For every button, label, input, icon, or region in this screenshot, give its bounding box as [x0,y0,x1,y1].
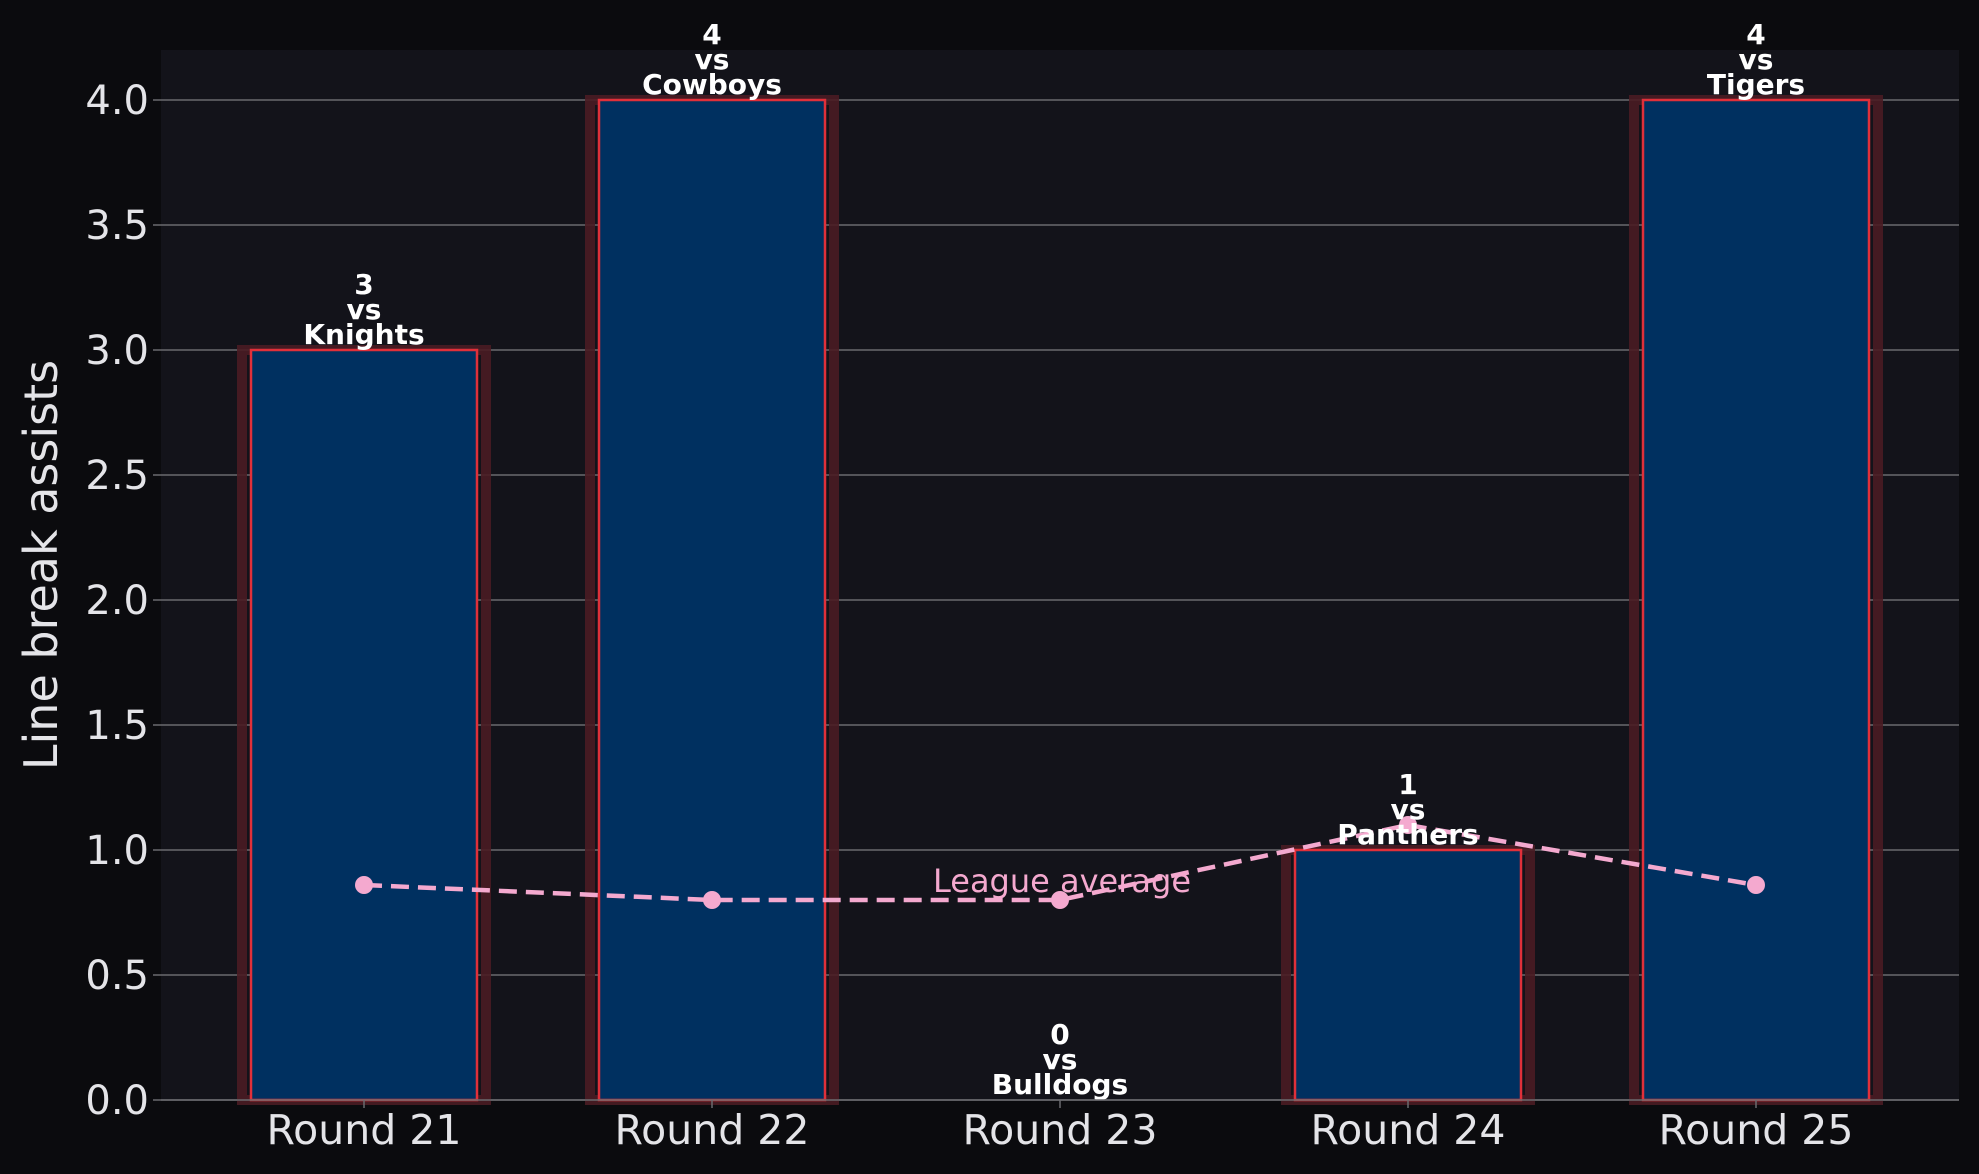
bar-value-label: 3 [354,268,373,301]
y-axis-title: Line break assists [14,360,68,770]
bar-opponent-label: Knights [303,318,424,351]
bar-value-label: 1 [1398,768,1417,801]
bar-value-label: 4 [702,18,721,51]
bar-vs-label: vs [1739,43,1774,76]
league-average-series: League average [355,816,1765,909]
x-tick-label: Round 22 [615,1106,810,1154]
league-average-point [1747,876,1765,894]
bar-opponent-label: Panthers [1337,818,1478,851]
league-average-point [355,876,373,894]
y-tick-label: 3.5 [85,203,149,249]
y-tick-label: 0.0 [85,1078,149,1124]
y-tick-label: 0.5 [85,953,149,999]
x-tick-label: Round 24 [1311,1106,1506,1154]
league-average-point [703,891,721,909]
y-tick-label: 3.0 [85,328,149,374]
bar-vs-label: vs [1043,1043,1078,1076]
bar-value-label: 0 [1050,1018,1069,1051]
bar-labels: 3vsKnights4vsCowboys0vsBulldogs1vsPanthe… [303,18,1805,1101]
bar-value-label: 4 [1746,18,1765,51]
x-axis: Round 21 Round 22 Round 23 Round 24 Round 25 [161,1099,1959,1154]
x-tick-label: Round 23 [963,1106,1158,1154]
league-average-label: League average [933,862,1191,900]
league-average-point [1051,891,1069,909]
y-tick-label: 1.0 [85,828,149,874]
bar-round-25 [1641,98,1871,1102]
bar-round-21 [249,348,479,1102]
y-tick-label: 1.5 [85,703,149,749]
x-tick-label: Round 25 [1659,1106,1854,1154]
bar-round-22 [597,98,827,1102]
bar-vs-label: vs [695,43,730,76]
bar-vs-label: vs [1391,793,1426,826]
y-tick-label: 4.0 [85,78,149,124]
y-tick-label: 2.0 [85,578,149,624]
bar-opponent-label: Tigers [1707,68,1805,101]
y-axis: 0.0 0.5 1.0 1.5 2.0 2.5 3.0 3.5 4.0 [85,78,161,1124]
y-tick-label: 2.5 [85,453,149,499]
league-average-point [1399,816,1417,834]
league-average-line [363,822,1757,903]
x-tick-label: Round 21 [267,1106,462,1154]
bar-opponent-label: Bulldogs [992,1068,1128,1101]
bar-opponent-label: Cowboys [642,68,782,101]
bar-round-24 [1293,848,1523,1102]
bar-vs-label: vs [347,293,382,326]
bars [237,95,1883,1105]
